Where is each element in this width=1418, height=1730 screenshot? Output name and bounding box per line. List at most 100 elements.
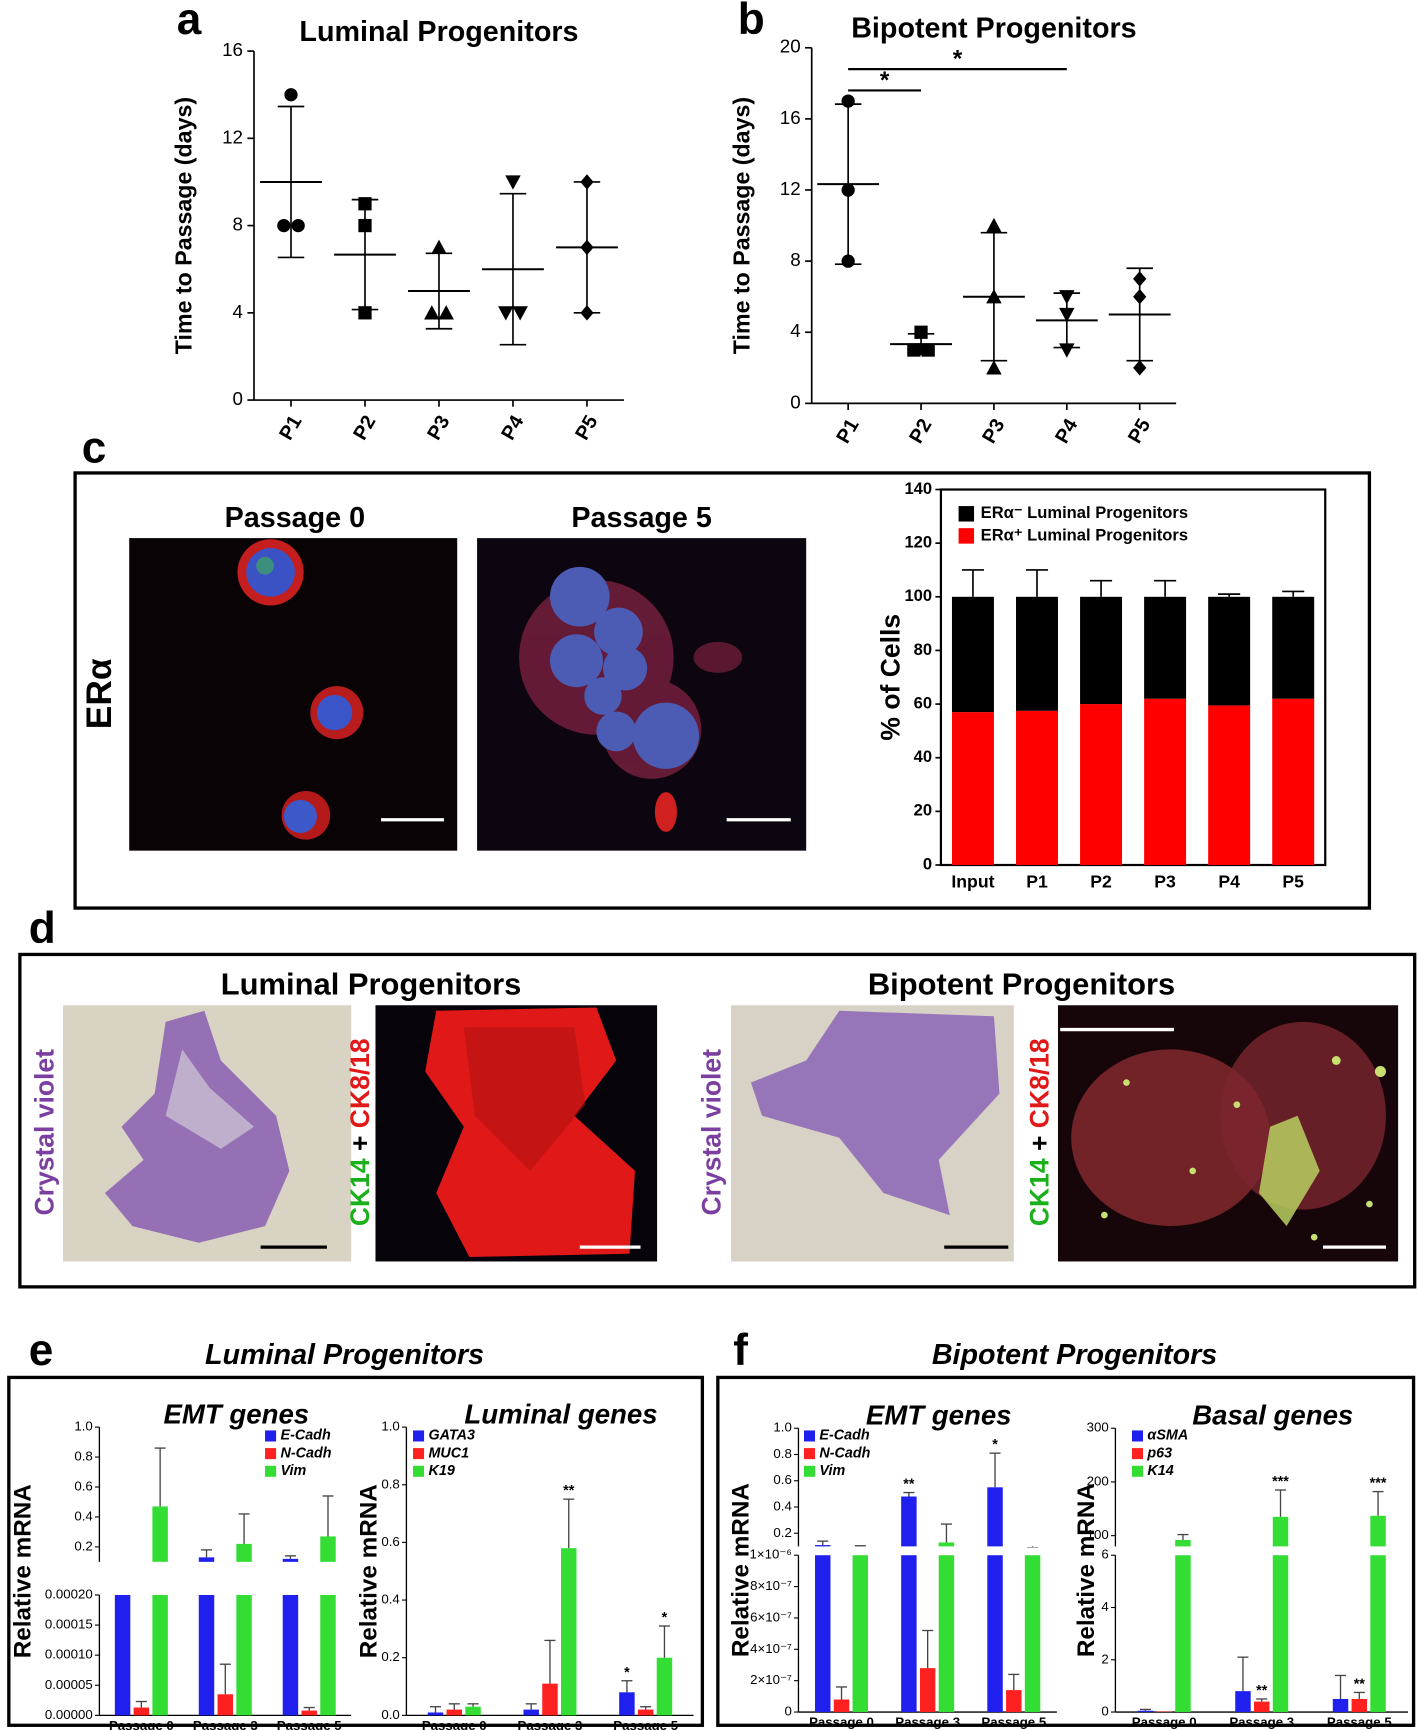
data-point xyxy=(907,343,921,357)
bar xyxy=(523,1709,539,1716)
stain-green: CK14 xyxy=(345,1158,375,1226)
y-tick-label: 0 xyxy=(1101,1704,1108,1719)
x-tick-label: Passage 0 xyxy=(809,1715,874,1730)
bar xyxy=(1370,1515,1386,1547)
y-tick-label: 0.6 xyxy=(381,1534,399,1549)
significance-label: * xyxy=(624,1665,630,1681)
x-tick-label: Passage 3 xyxy=(895,1715,960,1730)
stain-green: CK14 xyxy=(1024,1158,1054,1226)
significance-label: ** xyxy=(903,1477,915,1493)
y-tick-label: 1.0 xyxy=(74,1419,92,1434)
panel-letters: a b c d e f xyxy=(29,0,765,1375)
x-tick-label: P4 xyxy=(1218,871,1240,891)
bar xyxy=(1272,1516,1289,1547)
bar xyxy=(133,1707,150,1716)
legend-swatch xyxy=(1131,1465,1144,1477)
y-tick-label: 12 xyxy=(780,178,801,199)
chart-title: EMT genes xyxy=(163,1398,309,1429)
bar xyxy=(561,1548,577,1716)
panel-letter: e xyxy=(29,1326,54,1375)
micrograph xyxy=(375,1005,658,1262)
y-tick-label: 0.4 xyxy=(381,1592,399,1607)
bar xyxy=(815,1555,831,1713)
bar xyxy=(901,1555,917,1713)
legend-swatch xyxy=(413,1430,425,1442)
y-tick-label: 0.8 xyxy=(773,1446,791,1461)
axis-break xyxy=(93,1562,352,1594)
y-tick-label: 0.8 xyxy=(381,1476,399,1491)
bar-segment xyxy=(1016,596,1058,711)
significance-label: * xyxy=(992,1437,998,1453)
y-tick-label: 1.0 xyxy=(773,1420,791,1435)
chart-title: Luminal Progenitors xyxy=(299,16,578,48)
significance-label: * xyxy=(662,1610,668,1626)
bar-segment xyxy=(1080,704,1123,865)
data-point xyxy=(512,306,528,321)
y-tick-label: 0.6 xyxy=(74,1479,92,1494)
data-point xyxy=(1133,360,1147,376)
y-tick-label: 6 xyxy=(1101,1547,1108,1562)
x-tick-label: P3 xyxy=(423,412,454,444)
x-tick-label: P1 xyxy=(832,415,863,447)
legend-label: Vim xyxy=(281,1463,307,1479)
panel-letter: b xyxy=(738,0,765,44)
x-tick-label: P3 xyxy=(978,415,1009,447)
legend-swatch xyxy=(803,1430,816,1442)
y-tick-label: 0 xyxy=(233,388,243,409)
bar xyxy=(1370,1555,1386,1713)
y-tick-label: 6×10⁻⁷ xyxy=(750,1609,792,1624)
panel-frame xyxy=(716,1375,1416,1727)
axis-break xyxy=(792,1547,1057,1555)
bar xyxy=(1235,1691,1251,1713)
x-tick-label: Passage 5 xyxy=(981,1715,1046,1730)
significance-label: * xyxy=(953,46,963,73)
y-tick-label: 2 xyxy=(1101,1651,1108,1666)
significance-label: * xyxy=(880,67,890,94)
plot-frame xyxy=(939,488,1327,867)
bar xyxy=(1156,1711,1172,1713)
y-tick-label: 140 xyxy=(904,479,932,498)
bar xyxy=(236,1543,252,1562)
y-tick-label: 0 xyxy=(784,1704,791,1719)
y-tick-label: 16 xyxy=(222,39,243,60)
stain-label: CK14 + CK8/18 xyxy=(345,1038,375,1226)
bar-segment xyxy=(1016,710,1058,865)
bar xyxy=(1024,1555,1041,1713)
bar xyxy=(446,1709,462,1716)
section-title: Luminal Progenitors xyxy=(205,1339,484,1371)
image-label: Passage 5 xyxy=(571,502,711,534)
x-tick-label: P3 xyxy=(1154,871,1176,891)
y-axis-label: Time to Passage (days) xyxy=(728,97,754,354)
bar xyxy=(465,1706,481,1716)
stain-labels: Crystal violet CK14 + CK8/18 Crystal vio… xyxy=(29,1038,1054,1226)
section-title: Bipotent Progenitors xyxy=(932,1339,1217,1371)
legend-label: N-Cadh xyxy=(281,1445,332,1461)
legend-label: MUC1 xyxy=(428,1445,469,1461)
data-point xyxy=(431,239,447,255)
x-tick-label: P4 xyxy=(497,412,528,444)
bar xyxy=(1137,1710,1154,1713)
y-tick-label: 0.4 xyxy=(74,1508,92,1523)
y-tick-label: 100 xyxy=(904,586,932,605)
y-tick-label: 300 xyxy=(1087,1420,1109,1435)
y-tick-label: 120 xyxy=(904,533,932,552)
panel-letter: f xyxy=(733,1326,748,1375)
stain-plus: + xyxy=(1024,1136,1054,1151)
bar xyxy=(815,1545,831,1547)
legend-swatch xyxy=(803,1448,816,1460)
y-tick-label: 100 xyxy=(1087,1527,1109,1542)
bar xyxy=(282,1558,299,1562)
y-tick-label: 20 xyxy=(780,36,801,57)
bar xyxy=(987,1555,1003,1713)
image-label: Passage 0 xyxy=(225,502,365,534)
stain-red: CK8/18 xyxy=(1024,1038,1054,1128)
data-point xyxy=(986,360,1002,375)
x-tick-label: P1 xyxy=(275,412,306,444)
legend-swatch xyxy=(1131,1448,1144,1460)
y-tick-label: 2×10⁻⁷ xyxy=(750,1672,792,1687)
stain-label: Crystal violet xyxy=(29,1049,59,1216)
data-point xyxy=(914,325,928,339)
panel-frame xyxy=(7,1375,705,1727)
